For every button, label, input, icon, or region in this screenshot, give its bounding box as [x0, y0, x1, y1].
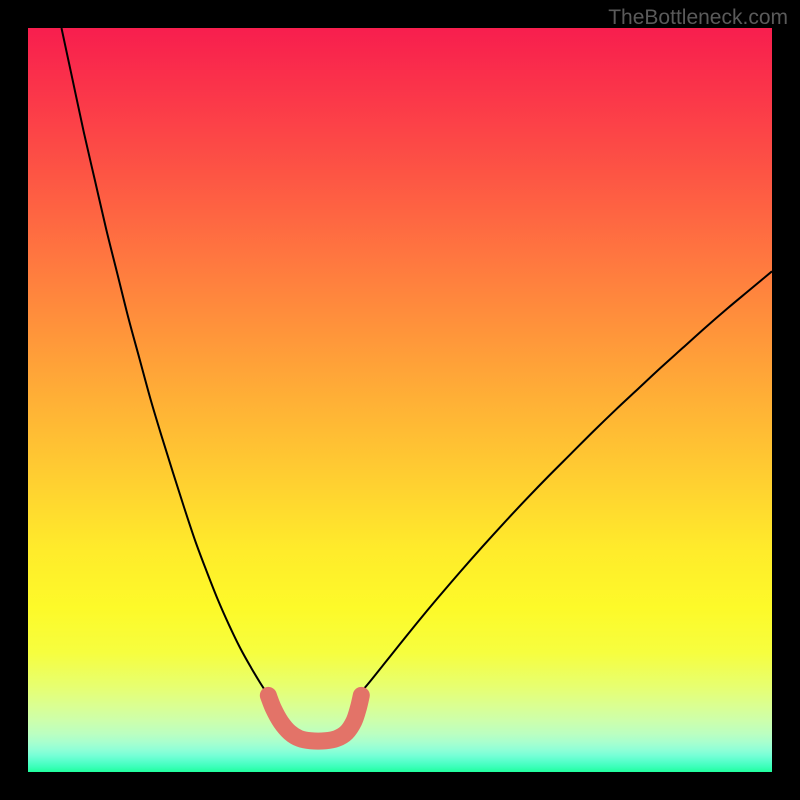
chart-background — [28, 28, 772, 772]
chart-container: TheBottleneck.com — [0, 0, 800, 800]
plot-area — [28, 28, 772, 772]
watermark-label: TheBottleneck.com — [608, 6, 788, 30]
chart-svg — [28, 28, 772, 772]
